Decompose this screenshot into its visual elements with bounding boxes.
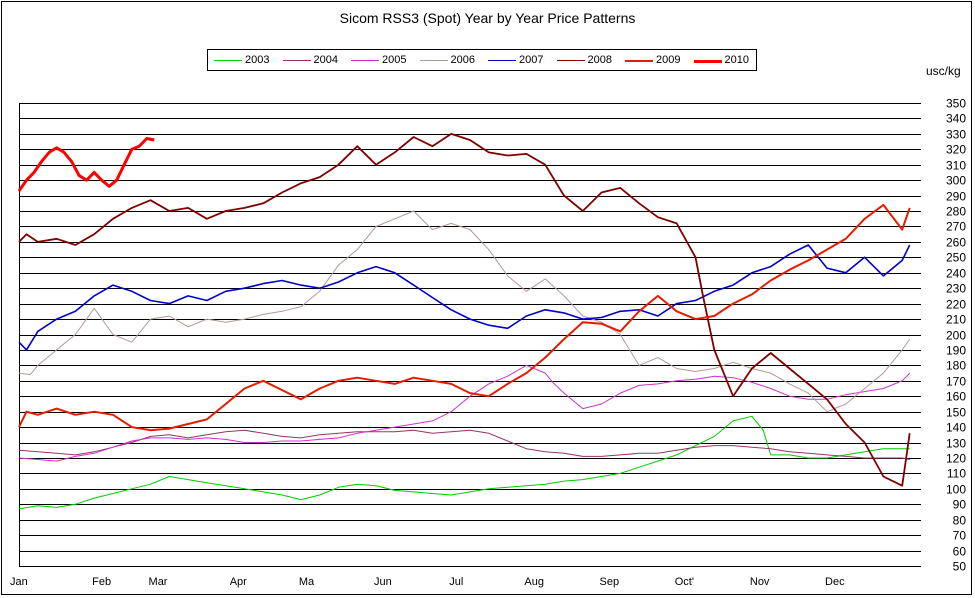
legend-label: 2005 <box>382 54 407 66</box>
series-group <box>17 132 911 510</box>
legend-swatch <box>419 60 448 61</box>
y-tick-label: 310 <box>946 159 966 173</box>
y-tick-label: 300 <box>946 174 966 188</box>
legend-swatch <box>351 60 379 61</box>
y-tick-label: 200 <box>946 329 966 343</box>
y-tick-label: 260 <box>946 236 966 250</box>
y-tick-label: 60 <box>953 545 967 559</box>
legend-swatch <box>556 60 585 61</box>
series-line-2006 <box>18 210 911 413</box>
legend-label: 2006 <box>450 54 475 66</box>
y-tick-label: 140 <box>946 421 966 435</box>
y-tick-label: 330 <box>946 128 966 142</box>
y-tick-label: 190 <box>946 344 966 358</box>
legend-label: 2009 <box>656 54 681 66</box>
legend-label: 2010 <box>724 54 749 66</box>
legend-swatch <box>214 60 242 61</box>
x-tick-label: Feb <box>92 576 111 588</box>
legend-label: 2008 <box>587 54 612 66</box>
series-line-2008 <box>18 132 911 487</box>
x-tick-label: Aug <box>524 576 544 588</box>
y-tick-label: 180 <box>946 359 966 373</box>
y-tick-label: 280 <box>946 205 966 219</box>
y-tick-label: 350 <box>946 97 966 111</box>
x-tick-label: Oct' <box>675 576 694 588</box>
x-tick-label: Jan <box>10 576 28 588</box>
y-tick-label: 90 <box>953 498 967 512</box>
x-tick-label: Nov <box>750 576 770 588</box>
y-tick-label: 120 <box>946 452 966 466</box>
y-tick-label: 270 <box>946 220 966 234</box>
chart-title: Sicom RSS3 (Spot) Year by Year Price Pat… <box>339 10 636 26</box>
y-tick-label: 70 <box>953 529 967 543</box>
y-tick-label: 340 <box>946 112 966 126</box>
series-line-2007 <box>18 244 911 351</box>
y-tick-label: 220 <box>946 298 966 312</box>
series-line-2004 <box>18 429 910 460</box>
x-tick-label: Sep <box>600 576 620 588</box>
y-tick-label: 80 <box>953 514 967 528</box>
legend-swatch <box>625 60 653 62</box>
y-axis-unit-label: usc/kg <box>926 64 961 78</box>
y-tick-label: 230 <box>946 282 966 296</box>
grid-lines <box>19 103 921 567</box>
y-tick-label: 160 <box>946 390 966 404</box>
x-tick-label: Apr <box>230 576 247 588</box>
y-tick-label: 130 <box>946 437 966 451</box>
chart-legend: 2003 2004 2005 2006 2007 2008 2009 2010 <box>207 49 757 71</box>
y-tick-label: 50 <box>953 560 967 574</box>
y-tick-label: 250 <box>946 251 966 265</box>
y-tick-label: 110 <box>947 467 966 481</box>
y-tick-label: 100 <box>946 483 966 497</box>
y-tick-label: 210 <box>946 313 966 327</box>
y-tick-label: 170 <box>946 375 966 389</box>
legend-label: 2003 <box>245 54 270 66</box>
series-line-2010 <box>17 137 155 192</box>
series-line-2009 <box>18 203 911 432</box>
y-tick-label: 240 <box>946 267 966 281</box>
y-tick-label: 150 <box>946 406 966 420</box>
legend-swatch <box>693 60 722 63</box>
legend-swatch <box>282 60 311 61</box>
legend-label: 2004 <box>313 54 338 66</box>
legend-swatch <box>488 60 516 61</box>
x-axis-ticks: Jan Feb Mar Apr Ma Jun Jul Aug Sep Oct' Nov Dec <box>10 576 845 588</box>
series-line-2003 <box>18 415 910 510</box>
series-line-2005 <box>18 364 911 462</box>
x-tick-label: Jun <box>374 576 392 588</box>
y-tick-label: 320 <box>946 143 966 157</box>
x-tick-label: Dec <box>825 576 845 588</box>
legend-label: 2007 <box>519 54 544 66</box>
y-tick-label: 290 <box>946 190 966 204</box>
x-tick-label: Jul <box>449 576 463 588</box>
x-tick-label: Ma <box>299 576 315 588</box>
x-tick-label: Mar <box>149 576 168 588</box>
